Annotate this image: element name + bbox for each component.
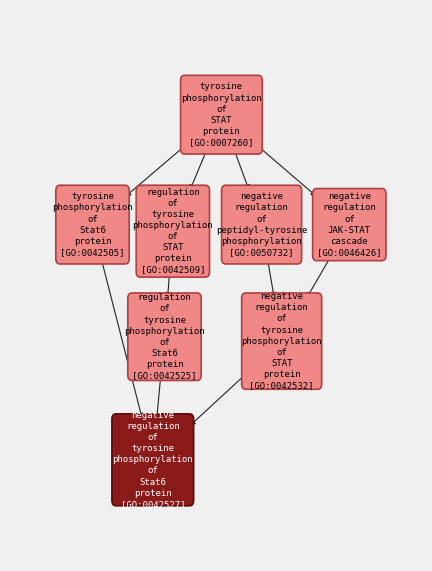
FancyBboxPatch shape — [222, 185, 302, 264]
Text: tyrosine
phosphorylation
of
STAT
protein
[GO:0007260]: tyrosine phosphorylation of STAT protein… — [181, 82, 262, 147]
Text: negative
regulation
of
peptidyl-tyrosine
phosphorylation
[GO:0050732]: negative regulation of peptidyl-tyrosine… — [216, 192, 307, 257]
Text: regulation
of
tyrosine
phosphorylation
of
STAT
protein
[GO:0042509]: regulation of tyrosine phosphorylation o… — [133, 188, 213, 275]
Text: negative
regulation
of
JAK-STAT
cascade
[GO:0046426]: negative regulation of JAK-STAT cascade … — [317, 192, 381, 257]
FancyBboxPatch shape — [313, 188, 386, 260]
Text: tyrosine
phosphorylation
of
Stat6
protein
[GO:0042505]: tyrosine phosphorylation of Stat6 protei… — [52, 192, 133, 257]
FancyBboxPatch shape — [128, 293, 201, 380]
Text: negative
regulation
of
tyrosine
phosphorylation
of
STAT
protein
[GO:0042532]: negative regulation of tyrosine phosphor… — [241, 292, 322, 390]
FancyBboxPatch shape — [241, 293, 322, 389]
Text: regulation
of
tyrosine
phosphorylation
of
Stat6
protein
[GO:0042525]: regulation of tyrosine phosphorylation o… — [124, 293, 205, 380]
FancyBboxPatch shape — [56, 185, 129, 264]
FancyBboxPatch shape — [181, 75, 262, 154]
FancyBboxPatch shape — [112, 414, 194, 506]
Text: negative
regulation
of
tyrosine
phosphorylation
of
Stat6
protein
[GO:0042527]: negative regulation of tyrosine phosphor… — [112, 411, 193, 509]
FancyBboxPatch shape — [136, 185, 210, 277]
